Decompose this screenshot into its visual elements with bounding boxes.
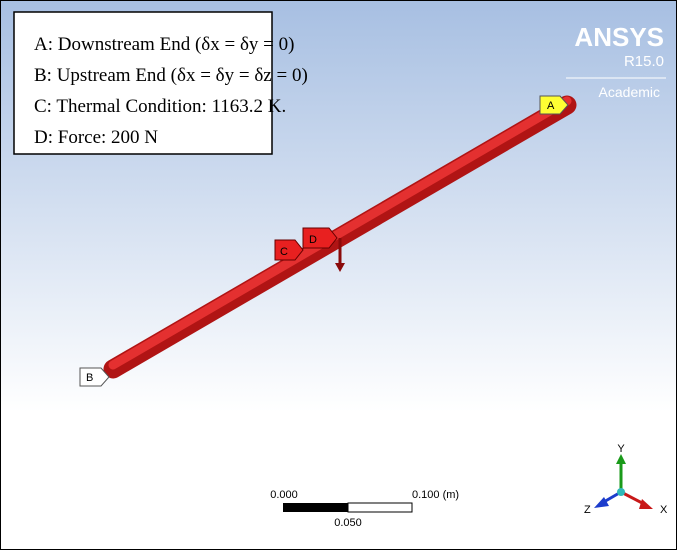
scale-bar-white xyxy=(348,503,412,512)
viewport: A B C D A: Downstream End (δx = δy = 0) … xyxy=(0,0,677,550)
legend-line: C: Thermal Condition: 1163.2 K. xyxy=(34,96,286,117)
marker-label: A xyxy=(547,100,555,112)
logo-brand: ANSYS xyxy=(574,22,664,52)
triad-label: Y xyxy=(617,443,625,455)
scale-label: 0.000 xyxy=(270,489,298,501)
marker-label: B xyxy=(86,372,93,384)
scale-label: 0.100 (m) xyxy=(412,489,459,501)
legend-line: A: Downstream End (δx = δy = 0) xyxy=(34,34,294,55)
logo-version: R15.0 xyxy=(624,53,664,70)
legend-line: D: Force: 200 N xyxy=(34,127,158,148)
triad-label: X xyxy=(660,504,668,516)
logo-edition: Academic xyxy=(599,84,660,100)
marker-label: C xyxy=(280,246,288,258)
triad-label: Z xyxy=(584,504,591,516)
scale-bar-black xyxy=(283,503,348,512)
marker-label: D xyxy=(309,234,317,246)
scale-label: 0.050 xyxy=(334,517,362,529)
legend-line: B: Upstream End (δx = δy = δz = 0) xyxy=(34,65,308,86)
